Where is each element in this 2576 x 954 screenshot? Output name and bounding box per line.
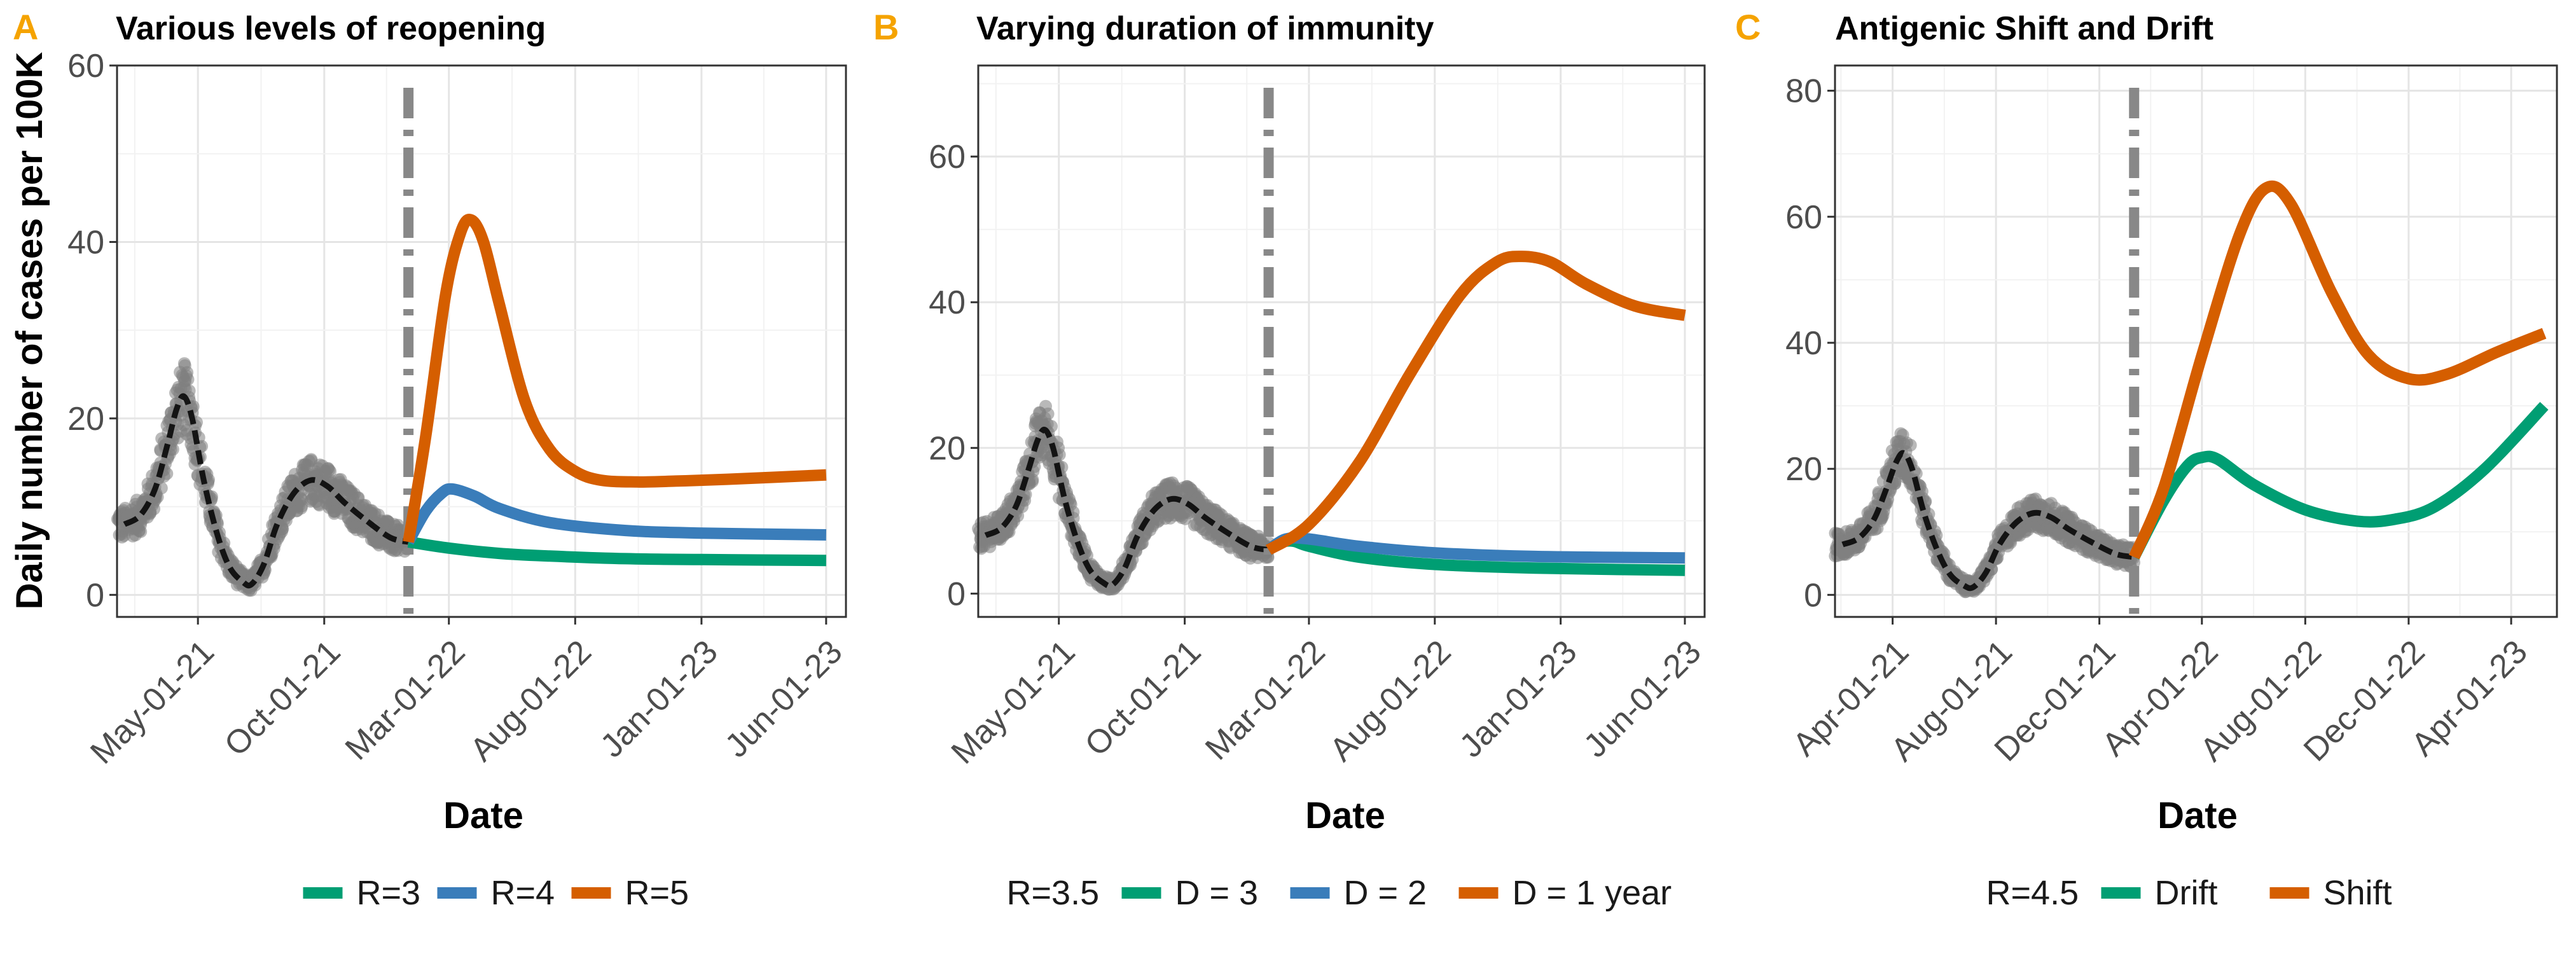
y-tick-label: 60 [67,48,104,85]
observed-point [324,465,337,478]
plot-border [977,64,1706,618]
observed-point [294,502,308,515]
legend-label: D = 2 [1344,874,1427,912]
plot-area-b: 0 20 40 60 May-01-21Oct-01-21Mar-01-22Aug-01… [929,64,1708,771]
observed-point [1904,438,1917,452]
legend-c: R=4.5 Drift Shift [1986,874,2392,912]
x-axis-label-c: Date [2157,795,2238,836]
panel-title-c: Antigenic Shift and Drift [1835,10,2213,47]
x-tick-label: Oct-01-21 [1078,633,1208,764]
legend-prefix: R=3.5 [1007,874,1100,912]
panel-b: B Varying duration of immunity 0 20 40 60 Ma… [873,7,1708,912]
y-tick-label: 40 [1785,325,1822,362]
x-tick-label: Jan-01-23 [593,633,725,765]
series-line-drift [2129,401,2549,560]
panel-letter-b: B [873,7,899,47]
x-tick-label: Aug-01-22 [463,633,599,769]
y-tick-label: 20 [67,401,104,438]
panel-letter-a: A [13,7,38,47]
panel-title-b: Varying duration of immunity [976,10,1434,47]
plot-area-c: 020406080Apr-01-21Aug-01-21Dec-01-21Apr-… [1785,64,2558,768]
series-line-shift [2129,180,2547,560]
plot-border [116,64,847,618]
series-line-r-4 [403,483,827,545]
x-tick-label: Aug-01-22 [1323,633,1458,769]
fitted-curve [984,426,1270,589]
x-tick-label: Oct-01-21 [218,633,348,764]
x-axis-label-a: Date [443,795,523,836]
plot-area-a: 0 20 40 60 May-01-21Oct-01-21Mar-01-22Aug-01… [67,48,849,771]
y-tick-label: 40 [929,284,966,321]
legend-label: R=3 [357,874,421,912]
y-tick-label: 0 [1804,577,1822,614]
legend-b: R=3.5 D = 3 D = 2 D = 1 year [1007,874,1672,912]
observed-point [134,525,148,538]
x-tick-label: Jun-01-23 [1577,633,1708,765]
x-tick-label: Mar-01-22 [338,633,473,768]
series-line-r-5 [403,214,827,543]
legend-a: R=3 R=4 R=5 [303,874,689,912]
observed-point [1041,407,1055,420]
y-tick-label: 60 [1785,199,1822,236]
legend-label: D = 3 [1175,874,1259,912]
plot-border [1834,64,2558,618]
fitted-curve [123,393,410,589]
y-axis-label: Daily number of cases per 100K [9,52,50,609]
observed-point [181,373,195,386]
x-tick-label: May-01-21 [83,633,221,771]
y-tick-label: 20 [1785,451,1822,488]
legend-label: D = 1 year [1513,874,1672,912]
observed-points [111,357,415,597]
y-tick-label: 60 [929,139,966,176]
x-tick-label: Mar-01-22 [1198,633,1333,768]
series-line-r-3 [407,536,826,567]
panel-title-a: Various levels of reopening [116,10,546,47]
y-tick-label: 20 [929,430,966,467]
y-tick-label: 40 [67,224,104,261]
panel-letter-c: C [1735,7,1761,47]
series-line-d-1-year [1265,251,1686,555]
legend-label: Shift [2323,874,2392,912]
y-tick-label: 80 [1785,73,1822,110]
x-axis-label-b: Date [1305,795,1385,836]
x-tick-label: Jan-01-23 [1453,633,1584,765]
fitted-curve [1841,450,2135,591]
panel-a: A Various levels of reopening 0 20 40 60 May… [13,7,850,912]
legend-label: Drift [2155,874,2218,912]
panel-c: C Antigenic Shift and Drift 020406080Apr… [1735,7,2558,912]
legend-label: R=4 [491,874,555,912]
x-tick-label: Jun-01-23 [718,633,850,765]
x-tick-label: May-01-21 [945,633,1083,771]
legend-label: R=5 [625,874,689,912]
y-tick-label: 0 [86,577,104,614]
plot-background [117,66,846,617]
y-tick-label: 0 [947,576,966,612]
legend-prefix: R=4.5 [1986,874,2079,912]
plot-background [978,66,1705,617]
plot-background [1835,66,2557,617]
